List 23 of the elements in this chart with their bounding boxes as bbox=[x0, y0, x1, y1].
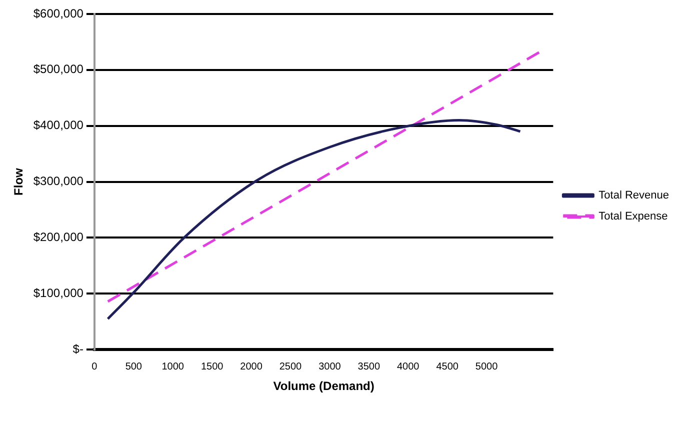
x-tick-label: 3000 bbox=[318, 361, 342, 372]
x-tick-label: 1000 bbox=[162, 361, 184, 372]
legend-label: Total Revenue bbox=[598, 190, 670, 202]
x-tick-label: 2000 bbox=[240, 361, 263, 372]
x-tick-label: 0 bbox=[92, 361, 98, 372]
x-tick-label: 5000 bbox=[475, 361, 498, 372]
y-tick-label: $400,000 bbox=[33, 118, 84, 132]
x-axis-title: Volume (Demand) bbox=[273, 379, 374, 394]
y-tick-label: $- bbox=[72, 342, 84, 356]
line-series bbox=[106, 119, 522, 320]
legend-label: Total Expense bbox=[598, 210, 668, 223]
y-tick-label: $300,000 bbox=[33, 174, 84, 188]
x-tick-label: 4500 bbox=[436, 361, 459, 372]
y-tick-label: $100,000 bbox=[33, 286, 84, 300]
x-tick-label: 3500 bbox=[358, 361, 380, 372]
y-tick-label: $500,000 bbox=[33, 62, 84, 76]
x-tick-label: 2500 bbox=[279, 361, 302, 372]
y-axis-title: Flow bbox=[12, 167, 26, 196]
x-tick-label: 4000 bbox=[396, 361, 420, 372]
y-tick-label: $600,000 bbox=[33, 6, 84, 20]
x-tick-label: 500 bbox=[125, 361, 142, 372]
x-tick-label: 1500 bbox=[200, 361, 224, 372]
y-tick-label: $200,000 bbox=[33, 230, 84, 244]
